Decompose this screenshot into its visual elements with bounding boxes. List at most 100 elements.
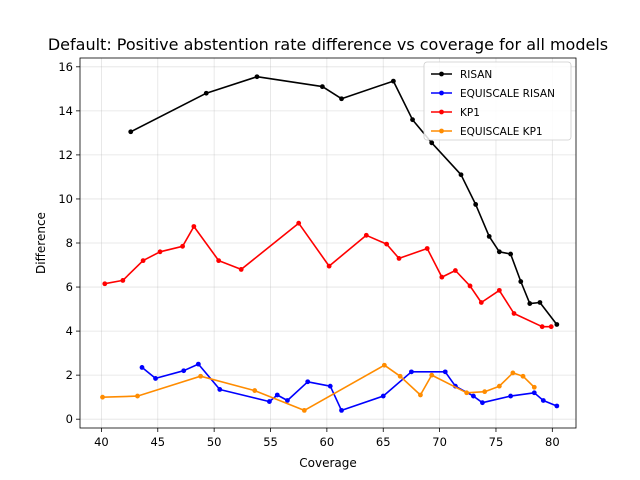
data-point-equiscale-risan xyxy=(480,400,485,406)
data-point-kp1 xyxy=(363,232,369,238)
data-point-risan xyxy=(496,249,502,255)
data-point-risan xyxy=(508,251,514,257)
data-point-equiscale-risan xyxy=(274,392,280,398)
data-point-kp1 xyxy=(396,256,402,261)
data-point-kp1 xyxy=(452,268,458,273)
data-point-equiscale-risan xyxy=(266,399,272,404)
y-tick-label: 6 xyxy=(66,280,73,294)
data-point-kp1 xyxy=(102,281,108,287)
series-kp1 xyxy=(102,220,554,330)
data-point-risan xyxy=(518,279,524,284)
series-risan xyxy=(128,74,560,327)
data-point-equiscale-kp1 xyxy=(252,388,258,393)
data-point-equiscale-risan xyxy=(327,383,333,389)
data-point-kp1 xyxy=(326,263,332,269)
series-line-equiscale-kp1 xyxy=(102,364,535,412)
data-point-kp1 xyxy=(238,267,244,272)
data-point-kp1 xyxy=(511,311,517,316)
y-tick-label: 8 xyxy=(66,236,73,250)
data-point-risan xyxy=(458,172,464,178)
data-point-risan xyxy=(128,129,134,135)
legend-box xyxy=(423,61,572,141)
legend-marker-equiscale-risan xyxy=(439,90,444,96)
y-tick-label: 12 xyxy=(58,148,73,162)
data-point-kp1 xyxy=(478,300,484,305)
data-point-kp1 xyxy=(180,243,185,249)
data-point-equiscale-kp1 xyxy=(496,383,502,389)
data-point-equiscale-kp1 xyxy=(429,372,435,378)
data-point-equiscale-kp1 xyxy=(510,370,516,376)
x-tick-label: 60 xyxy=(320,435,335,449)
x-tick-label: 45 xyxy=(150,435,165,449)
y-tick-label: 10 xyxy=(58,192,73,206)
data-point-kp1 xyxy=(296,220,302,226)
x-tick-label: 65 xyxy=(376,435,391,449)
x-tick-label: 75 xyxy=(489,435,504,449)
series-line-kp1 xyxy=(104,222,552,328)
data-point-equiscale-kp1 xyxy=(135,393,140,399)
y-axis-label: Difference xyxy=(34,212,48,274)
data-point-kp1 xyxy=(424,246,430,251)
legend: RISAN EQUISCALE RISAN KP1 EQUISCALE KP1 xyxy=(423,61,572,141)
y-tick-label: 0 xyxy=(66,412,73,426)
data-point-equiscale-kp1 xyxy=(381,362,387,368)
data-point-equiscale-risan xyxy=(554,403,560,409)
data-point-risan xyxy=(486,233,492,239)
x-tick-label: 80 xyxy=(545,435,560,449)
data-point-equiscale-risan xyxy=(139,365,145,370)
y-tick-label: 14 xyxy=(58,104,73,118)
axis-ticks: 40 45 50 55 60 65 70 75 80 0 2 4 6 8 10 12 14 16 xyxy=(58,60,559,449)
data-point-risan xyxy=(429,140,435,146)
data-point-kp1 xyxy=(548,324,554,330)
data-point-equiscale-risan xyxy=(471,393,476,399)
data-point-equiscale-risan xyxy=(181,368,187,374)
data-point-risan xyxy=(203,90,209,96)
data-point-kp1 xyxy=(439,274,445,280)
data-point-equiscale-risan xyxy=(195,361,201,367)
data-point-equiscale-risan xyxy=(409,369,414,375)
data-point-kp1 xyxy=(120,278,126,283)
data-point-risan xyxy=(473,202,479,207)
data-point-risan xyxy=(339,96,344,102)
data-point-equiscale-risan xyxy=(305,379,311,385)
data-point-kp1 xyxy=(140,258,146,264)
data-point-equiscale-risan xyxy=(531,390,537,396)
data-point-equiscale-risan xyxy=(217,387,223,392)
legend-marker-risan xyxy=(439,71,444,77)
data-point-risan xyxy=(319,84,325,90)
data-point-equiscale-risan xyxy=(380,393,386,399)
legend-label-equiscale-risan: EQUISCALE RISAN xyxy=(460,88,555,100)
data-point-equiscale-kp1 xyxy=(198,373,204,379)
data-point-risan xyxy=(537,300,543,305)
x-tick-label: 55 xyxy=(263,435,278,449)
data-point-equiscale-kp1 xyxy=(301,407,307,413)
legend-label-kp1: KP1 xyxy=(460,107,480,119)
data-point-equiscale-kp1 xyxy=(397,373,403,379)
y-tick-label: 4 xyxy=(66,324,73,338)
chart-title: Default: Positive abstention rate differ… xyxy=(48,35,608,54)
data-point-risan xyxy=(410,117,415,123)
x-tick-label: 50 xyxy=(207,435,222,449)
plot-series xyxy=(100,74,560,413)
y-tick-label: 2 xyxy=(66,368,73,382)
data-point-kp1 xyxy=(384,241,390,247)
legend-marker-kp1 xyxy=(439,109,444,115)
data-point-kp1 xyxy=(157,249,163,255)
series-equiscale-risan xyxy=(139,361,560,413)
data-point-equiscale-risan xyxy=(508,393,514,399)
data-point-risan xyxy=(254,74,260,80)
legend-label-equiscale-kp1: EQUISCALE KP1 xyxy=(460,126,543,138)
data-point-kp1 xyxy=(496,287,502,293)
data-point-equiscale-kp1 xyxy=(464,390,470,396)
data-point-kp1 xyxy=(216,258,222,264)
data-point-equiscale-kp1 xyxy=(531,384,537,390)
data-point-equiscale-kp1 xyxy=(482,389,488,395)
data-point-risan xyxy=(527,301,533,306)
data-point-risan xyxy=(554,322,560,327)
x-tick-label: 70 xyxy=(432,435,447,449)
x-tick-label: 40 xyxy=(94,435,109,449)
data-point-equiscale-kp1 xyxy=(520,373,526,379)
legend-label-risan: RISAN xyxy=(460,69,492,81)
data-point-equiscale-risan xyxy=(540,398,546,403)
